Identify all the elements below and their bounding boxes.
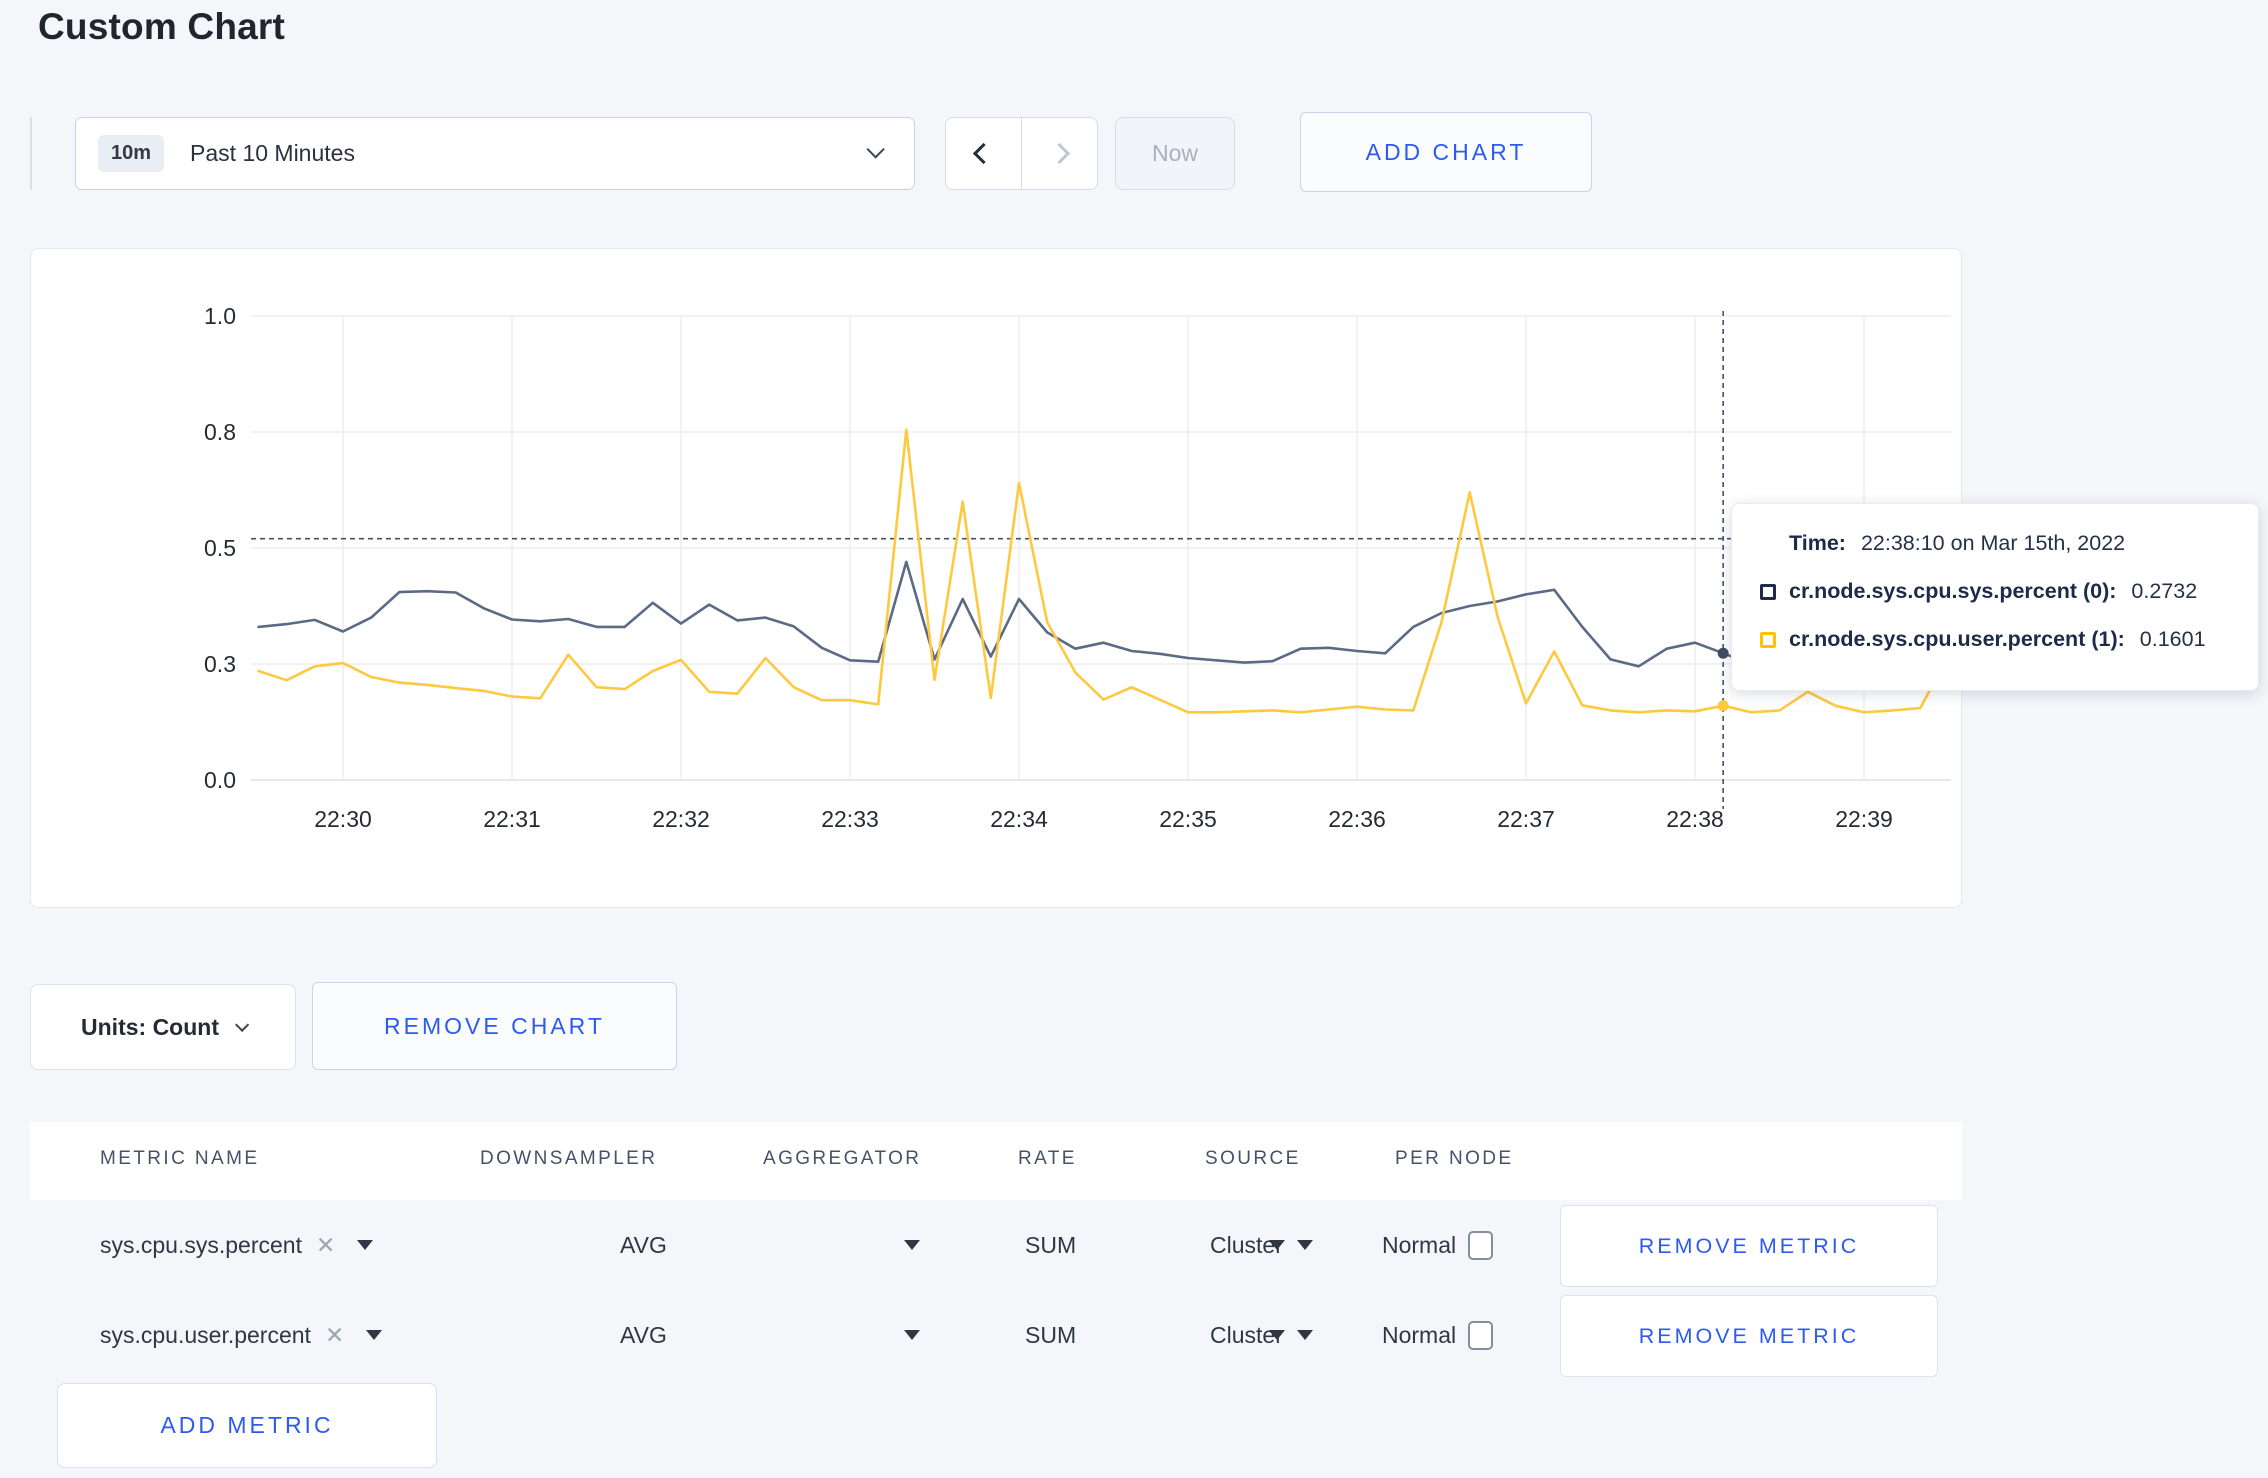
tooltip-series-label: cr.node.sys.cpu.user.percent (1): [1789,627,2125,651]
caret-down-icon [1269,1240,1285,1250]
clear-metric-icon[interactable]: ✕ [315,1231,336,1258]
remove-metric-button[interactable]: REMOVE METRIC [1560,1205,1938,1287]
add-metric-button[interactable]: ADD METRIC [57,1383,437,1468]
series-line [257,560,1950,668]
caret-down-icon [904,1240,920,1250]
x-tick-label: 22:39 [1835,806,1893,832]
now-button[interactable]: Now [1115,117,1235,190]
aggregator-select[interactable]: SUM [1025,1290,1285,1380]
tooltip-series-value: 0.2732 [2131,579,2198,603]
x-tick-label: 22:37 [1497,806,1555,832]
chart-card: 0.0 0.3 0.5 0.8 1.0 22:30 22:31 22:32 22:33 22:34… [30,248,2259,908]
aggregator-value: SUM [1025,1321,1077,1348]
time-window-label: Past 10 Minutes [190,140,355,166]
table-row: sys.cpu.sys.percent ✕ AVG SUM Normal Clu… [30,1200,1962,1290]
x-tick-label: 22:35 [1159,806,1217,832]
units-label: Units: Count [81,1013,219,1040]
metric-name-select[interactable]: sys.cpu.user.percent ✕ [100,1290,383,1380]
prev-time-button[interactable] [946,118,1022,189]
y-tick-label: 0.0 [204,767,236,793]
x-tick-label: 22:34 [990,806,1048,832]
table-row: sys.cpu.user.percent ✕ AVG SUM Normal Cl… [30,1290,1962,1380]
rate-value: Normal [1382,1321,1457,1348]
hover-point-dot [1717,647,1729,659]
downsampler-value: AVG [620,1231,667,1258]
per-node-checkbox[interactable] [1468,1230,1493,1260]
y-tick-label: 0.8 [204,419,236,445]
caret-down-icon [1296,1330,1313,1340]
custom-chart-plot: 0.0 0.3 0.5 0.8 1.0 22:30 22:31 22:32 22:33 22:34… [204,303,1951,832]
tooltip-time-value: 22:38:10 on Mar 15th, 2022 [1860,531,2126,555]
downsampler-value: AVG [620,1321,667,1348]
time-window-badge: 10m [98,135,165,172]
x-tick-label: 22:36 [1328,806,1386,832]
caret-down-icon [1296,1240,1313,1250]
x-tick-label: 22:31 [483,806,541,832]
page-title: Custom Chart [38,6,286,47]
caret-down-icon [1269,1330,1285,1340]
per-node-checkbox[interactable] [1468,1320,1493,1350]
aggregator-value: SUM [1025,1231,1077,1258]
add-chart-button[interactable]: ADD CHART [1300,112,1592,192]
tooltip-time-label: Time: [1789,531,1846,555]
rate-value: Normal [1382,1231,1457,1258]
toolbar-divider [30,117,32,190]
chevron-down-icon [866,139,885,163]
y-tick-label: 1.0 [204,303,236,329]
x-tick-label: 22:32 [652,806,710,832]
chart-tooltip: Time: 22:38:10 on Mar 15th, 2022 cr.node… [1731,503,2259,691]
series-swatch-icon [1760,631,1776,648]
y-tick-label: 0.5 [204,535,236,561]
col-header-source: SOURCE [1205,1148,1301,1169]
source-value: Cluster [1210,1321,1283,1348]
x-tick-label: 22:33 [821,806,879,832]
source-select[interactable]: Cluster [1210,1200,1313,1290]
downsampler-select[interactable]: AVG [620,1290,920,1380]
series-swatch-icon [1760,583,1776,600]
time-nav-group [945,117,1098,190]
hover-point-dot [1717,700,1729,712]
caret-down-icon [366,1330,383,1340]
tooltip-series-value: 0.1601 [2139,627,2206,651]
remove-chart-button[interactable]: REMOVE CHART [312,982,677,1070]
metrics-table-header: METRIC NAME DOWNSAMPLER AGGREGATOR RATE … [30,1122,1962,1200]
y-tick-label: 0.3 [204,651,236,677]
chevron-down-icon [235,1017,250,1032]
col-header-downsampler: DOWNSAMPLER [480,1148,658,1169]
source-value: Cluster [1210,1231,1283,1258]
remove-metric-button[interactable]: REMOVE METRIC [1560,1295,1938,1377]
metric-name-value: sys.cpu.user.percent [100,1321,311,1348]
col-header-metric-name: METRIC NAME [100,1148,260,1169]
time-window-dropdown[interactable]: 10m Past 10 Minutes [75,117,915,190]
aggregator-select[interactable]: SUM [1025,1200,1285,1290]
caret-down-icon [357,1240,374,1250]
downsampler-select[interactable]: AVG [620,1200,920,1290]
tooltip-series-label: cr.node.sys.cpu.sys.percent (0): [1789,579,2117,603]
metric-name-value: sys.cpu.sys.percent [100,1231,302,1258]
col-header-per-node: PER NODE [1395,1148,1514,1169]
series-line [257,428,1950,714]
rate-select[interactable]: Normal [1382,1290,1487,1380]
x-tick-label: 22:30 [314,806,372,832]
clear-metric-icon[interactable]: ✕ [324,1321,345,1348]
metric-name-select[interactable]: sys.cpu.sys.percent ✕ [100,1200,374,1290]
col-header-rate: RATE [1018,1148,1077,1169]
col-header-aggregator: AGGREGATOR [763,1148,922,1169]
units-dropdown[interactable]: Units: Count [30,984,296,1070]
chevron-left-icon [972,142,995,165]
chevron-right-icon [1048,142,1071,165]
next-time-button[interactable] [1022,118,1097,189]
source-select[interactable]: Cluster [1210,1290,1313,1380]
x-tick-label: 22:38 [1666,806,1724,832]
caret-down-icon [904,1330,920,1340]
